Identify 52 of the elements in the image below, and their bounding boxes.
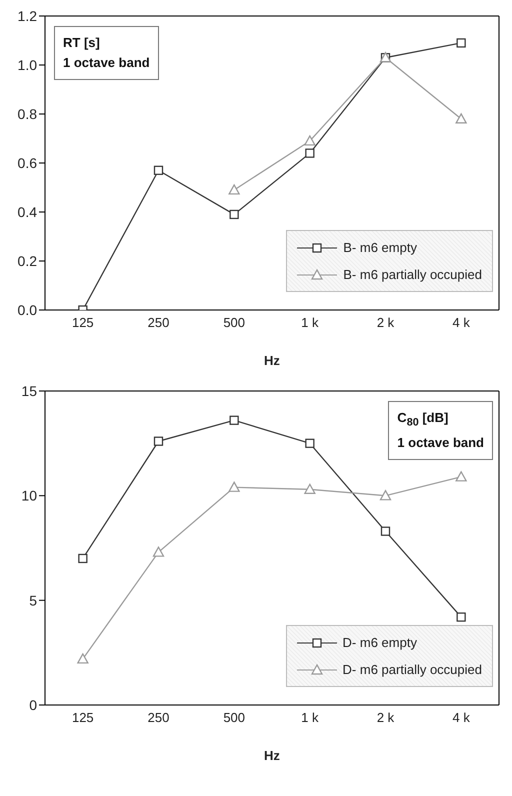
annotation: C$_{80}$ [dB] <box>397 409 450 431</box>
annotation: 1 octave band <box>63 54 150 72</box>
point <box>456 612 466 622</box>
y-tick-label: 1.2 <box>18 8 38 24</box>
point <box>456 38 466 48</box>
point <box>456 113 467 124</box>
annotation: RT [s] <box>63 34 101 52</box>
point <box>380 526 390 536</box>
x-tick-label: 500 <box>223 315 246 330</box>
y-tick-label: 0.8 <box>18 106 38 122</box>
point <box>305 148 314 158</box>
point <box>304 484 316 494</box>
x-tick-label: 4 k <box>452 315 470 330</box>
y-tick-label: 1.0 <box>18 56 38 73</box>
x-tick-label: 500 <box>223 710 246 726</box>
x-axis-title: Hz <box>264 353 280 368</box>
legend-label: D- m6 empty <box>342 635 417 650</box>
x-tick-label: 250 <box>148 315 170 330</box>
point <box>154 436 164 446</box>
y-tick-label: 10 <box>21 488 38 504</box>
point <box>77 653 88 664</box>
point <box>305 438 314 448</box>
y-tick-label: 5 <box>29 592 38 608</box>
point <box>154 166 164 175</box>
x-tick-label: 2 k <box>376 315 395 330</box>
y-tick-label: 0.0 <box>18 302 38 318</box>
x-tick-label: 125 <box>72 315 94 330</box>
point <box>228 184 240 195</box>
point <box>456 471 467 482</box>
point <box>228 482 240 492</box>
point <box>230 416 239 425</box>
x-tick-label: 1 k <box>301 315 320 330</box>
point <box>78 554 88 564</box>
y-tick-label: 0.2 <box>18 252 38 269</box>
point <box>152 546 164 557</box>
x-tick-label: 4 k <box>452 710 470 726</box>
x-tick-label: 250 <box>148 710 170 726</box>
x-tick-label: 125 <box>72 710 94 726</box>
x-axis-title: Hz <box>264 748 280 763</box>
point <box>304 135 316 146</box>
legend-label: D- m6 partially occupied <box>342 662 482 677</box>
y-tick-label: 15 <box>21 382 38 399</box>
x-tick-label: 1 k <box>301 710 320 726</box>
y-tick-label: 0 <box>29 696 38 713</box>
point <box>380 490 392 500</box>
legend-label: B- m6 partially occupied <box>343 267 482 282</box>
y-tick-label: 0.6 <box>18 154 38 171</box>
legend-label: B- m6 empty <box>343 240 417 255</box>
point <box>230 210 239 220</box>
x-tick-label: 2 k <box>376 710 395 726</box>
y-tick-label: 0.4 <box>18 204 38 220</box>
annotation: 1 octave band <box>397 434 484 452</box>
